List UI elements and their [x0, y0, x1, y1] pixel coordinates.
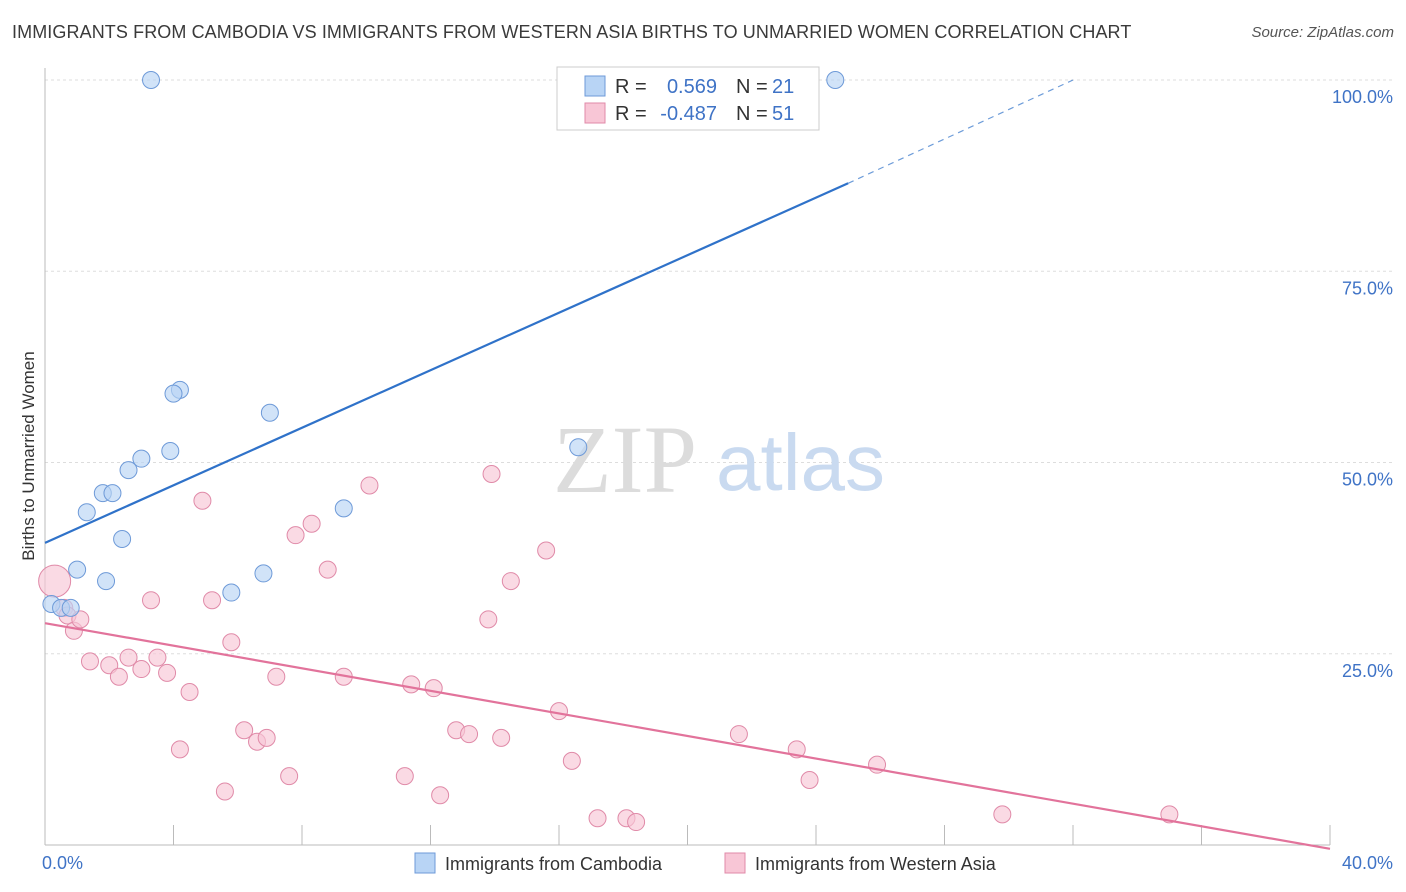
- y-tick-label: 100.0%: [1332, 87, 1393, 107]
- data-point-western-asia: [537, 541, 556, 560]
- data-point-cambodia: [113, 530, 132, 548]
- data-point-cambodia: [254, 564, 273, 583]
- trend-line-cambodia: [44, 182, 849, 544]
- data-point-cambodia: [222, 583, 241, 602]
- data-point-western-asia: [588, 809, 607, 828]
- y-axis-label: Births to Unmarried Women: [19, 351, 38, 560]
- data-point-western-asia: [318, 560, 337, 579]
- data-point-cambodia: [68, 560, 87, 579]
- legend-r-value-western-asia: -0.487: [660, 103, 717, 125]
- data-point-western-asia: [80, 652, 99, 671]
- data-point-western-asia: [222, 633, 241, 652]
- legend-r-label-cambodia: R =: [615, 76, 647, 98]
- axes: [44, 68, 1331, 846]
- trend-lines: [44, 79, 1331, 850]
- data-point-western-asia: [132, 660, 151, 679]
- data-point-western-asia: [38, 564, 72, 598]
- y-tick-labels: 25.0% 50.0% 75.0% 100.0%: [1332, 87, 1393, 681]
- data-point-western-asia: [235, 721, 254, 740]
- trend-line-western-asia: [44, 622, 1331, 850]
- y-tick-label: 25.0%: [1342, 661, 1393, 681]
- data-point-western-asia: [482, 464, 501, 483]
- data-point-western-asia: [71, 610, 90, 629]
- data-point-western-asia: [119, 648, 138, 667]
- x-tick-label: 40.0%: [1342, 853, 1393, 873]
- data-point-cambodia: [164, 384, 183, 403]
- data-point-western-asia: [729, 725, 748, 744]
- data-point-western-asia: [267, 667, 286, 686]
- legend-swatch-western-asia: [584, 102, 606, 124]
- data-point-cambodia: [142, 71, 161, 89]
- data-point-western-asia: [550, 702, 568, 721]
- data-point-western-asia: [360, 476, 379, 495]
- data-point-western-asia: [993, 805, 1012, 824]
- data-point-western-asia: [215, 782, 234, 801]
- data-point-cambodia: [569, 438, 588, 457]
- data-point-cambodia: [103, 484, 122, 503]
- bottom-legend: Immigrants from Cambodia Immigrants from…: [414, 852, 997, 874]
- data-point-western-asia: [170, 740, 189, 759]
- x-tick-labels: 0.0% 40.0%: [42, 853, 1393, 873]
- data-point-western-asia: [180, 683, 199, 701]
- bottom-legend-swatch-cambodia: [414, 852, 436, 874]
- data-point-western-asia: [800, 770, 819, 789]
- data-point-western-asia: [479, 610, 498, 629]
- data-point-western-asia: [203, 591, 222, 610]
- trend-line-cambodia-extension: [847, 79, 1074, 184]
- data-point-western-asia: [562, 751, 581, 770]
- bottom-legend-swatch-western-asia: [724, 852, 746, 874]
- legend-n-value-western-asia: 51: [772, 103, 794, 125]
- data-point-cambodia: [334, 499, 353, 518]
- chart-title: IMMIGRANTS FROM CAMBODIA VS IMMIGRANTS F…: [12, 22, 1132, 42]
- data-point-western-asia: [501, 572, 520, 591]
- data-point-cambodia: [77, 503, 96, 522]
- series-western-asia-points: [38, 464, 1179, 832]
- data-point-western-asia: [460, 725, 479, 744]
- watermark-zip: ZIP: [553, 406, 697, 513]
- data-point-western-asia: [158, 663, 177, 682]
- data-point-cambodia: [260, 403, 279, 422]
- data-point-western-asia: [286, 526, 305, 545]
- source-label: Source: ZipAtlas.com: [1251, 24, 1394, 41]
- legend-r-value-cambodia: 0.569: [667, 76, 717, 98]
- data-point-cambodia: [826, 71, 845, 89]
- legend-n-value-cambodia: 21: [772, 76, 794, 98]
- data-point-western-asia: [1160, 805, 1179, 824]
- watermark-atlas: atlas: [716, 418, 885, 507]
- data-point-western-asia: [492, 728, 511, 747]
- data-point-western-asia: [280, 767, 299, 786]
- data-point-cambodia: [61, 598, 80, 617]
- data-point-western-asia: [100, 656, 119, 675]
- data-point-cambodia: [161, 442, 180, 461]
- bottom-legend-label-cambodia: Immigrants from Cambodia: [445, 854, 663, 874]
- data-point-western-asia: [424, 679, 443, 698]
- y-tick-label: 75.0%: [1342, 278, 1393, 298]
- legend-n-label-cambodia: N =: [736, 76, 768, 98]
- grid-lines: [45, 79, 1395, 655]
- data-point-western-asia: [395, 767, 414, 786]
- data-point-western-asia: [257, 728, 276, 747]
- x-tick-label: 0.0%: [42, 853, 83, 873]
- data-point-western-asia: [148, 648, 167, 667]
- watermark: ZIP atlas: [553, 406, 885, 513]
- series-cambodia-points: [42, 71, 845, 617]
- data-point-cambodia: [119, 461, 138, 480]
- bottom-legend-label-western-asia: Immigrants from Western Asia: [755, 854, 997, 874]
- data-point-western-asia: [402, 675, 421, 694]
- legend-swatch-cambodia: [584, 75, 606, 97]
- data-point-western-asia: [627, 813, 646, 832]
- legend: R = 0.569 N = 21 R = -0.487 N = 51: [556, 66, 820, 131]
- data-point-cambodia: [132, 449, 151, 468]
- legend-r-label-western-asia: R =: [615, 103, 647, 125]
- data-point-western-asia: [431, 786, 450, 805]
- data-point-western-asia: [109, 667, 128, 686]
- data-point-western-asia: [302, 514, 321, 533]
- data-point-western-asia: [142, 591, 161, 610]
- legend-n-label-western-asia: N =: [736, 103, 768, 125]
- data-point-cambodia: [97, 572, 116, 591]
- y-tick-label: 50.0%: [1342, 470, 1393, 490]
- data-point-western-asia: [193, 491, 212, 510]
